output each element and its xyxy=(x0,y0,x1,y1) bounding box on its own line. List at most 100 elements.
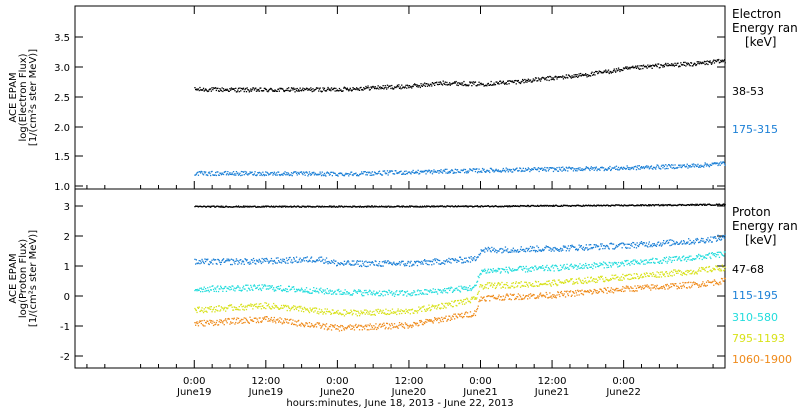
data-point xyxy=(357,293,358,294)
data-point xyxy=(463,301,464,302)
data-point xyxy=(312,309,313,310)
data-point xyxy=(392,171,393,172)
data-point xyxy=(231,87,232,88)
data-point xyxy=(426,260,427,261)
data-point xyxy=(662,167,663,168)
data-point xyxy=(622,280,623,281)
data-point xyxy=(496,250,497,251)
data-point xyxy=(718,238,719,239)
data-point xyxy=(526,266,527,267)
data-point xyxy=(528,79,529,80)
data-point xyxy=(670,257,671,258)
data-point xyxy=(438,304,439,305)
data-point xyxy=(334,327,335,328)
data-point xyxy=(675,243,676,244)
data-point xyxy=(252,319,253,320)
data-point xyxy=(387,85,388,86)
data-point xyxy=(428,305,429,306)
data-point xyxy=(482,285,483,286)
data-point xyxy=(677,273,678,274)
data-point xyxy=(249,90,250,91)
data-point xyxy=(214,291,215,292)
y-tick-label: -2 xyxy=(60,352,70,363)
data-point xyxy=(379,311,380,312)
data-point xyxy=(635,278,636,279)
data-point xyxy=(473,296,474,297)
data-point xyxy=(639,69,640,70)
data-point xyxy=(362,313,363,314)
data-point xyxy=(720,60,721,61)
data-point xyxy=(226,291,227,292)
data-point xyxy=(256,322,257,323)
data-point xyxy=(547,284,548,285)
data-point xyxy=(383,323,384,324)
data-point xyxy=(602,264,603,265)
data-point xyxy=(662,244,663,245)
data-point xyxy=(690,270,691,271)
data-point xyxy=(373,174,374,175)
data-point xyxy=(367,314,368,315)
data-point xyxy=(694,243,695,244)
data-point xyxy=(290,174,291,175)
data-point xyxy=(506,269,507,270)
data-point xyxy=(446,321,447,322)
data-point xyxy=(378,88,379,89)
data-point xyxy=(478,306,479,307)
data-point xyxy=(215,288,216,289)
data-point xyxy=(522,299,523,300)
data-point xyxy=(463,81,464,82)
data-point xyxy=(715,269,716,270)
data-point xyxy=(454,290,455,291)
data-point xyxy=(215,309,216,310)
data-point xyxy=(707,255,708,256)
data-point xyxy=(340,89,341,90)
data-point xyxy=(698,269,699,270)
data-point xyxy=(712,252,713,253)
data-point xyxy=(317,322,318,323)
data-point xyxy=(328,328,329,329)
data-point xyxy=(345,264,346,265)
data-point xyxy=(547,270,548,271)
data-point xyxy=(294,324,295,325)
data-point xyxy=(630,279,631,280)
data-point xyxy=(627,247,628,248)
data-point xyxy=(304,260,305,261)
data-point xyxy=(571,75,572,76)
data-point xyxy=(426,83,427,84)
data-point xyxy=(333,325,334,326)
data-point xyxy=(385,327,386,328)
data-point xyxy=(355,314,356,315)
data-point xyxy=(530,293,531,294)
data-point xyxy=(445,82,446,83)
data-point xyxy=(620,279,621,280)
data-point xyxy=(473,258,474,259)
data-point xyxy=(320,288,321,289)
data-point xyxy=(659,274,660,275)
data-point xyxy=(670,167,671,168)
data-point xyxy=(233,260,234,261)
data-point xyxy=(487,250,488,251)
data-point xyxy=(606,267,607,268)
data-point xyxy=(714,255,715,256)
data-point xyxy=(474,256,475,257)
y-axis-label: [1/(cm²s ster MeV)] xyxy=(28,49,39,146)
data-point xyxy=(243,306,244,307)
data-point xyxy=(392,294,393,295)
data-point xyxy=(307,175,308,176)
data-point xyxy=(336,311,337,312)
data-point xyxy=(400,292,401,293)
data-point xyxy=(458,289,459,290)
data-point xyxy=(202,261,203,262)
data-point xyxy=(245,88,246,89)
data-point xyxy=(599,248,600,249)
data-point xyxy=(235,88,236,89)
data-point xyxy=(222,288,223,289)
data-point xyxy=(522,269,523,270)
data-point xyxy=(538,281,539,282)
data-point xyxy=(423,264,424,265)
data-point xyxy=(201,262,202,263)
data-point xyxy=(306,260,307,261)
data-point xyxy=(493,295,494,296)
data-point xyxy=(669,273,670,274)
data-point xyxy=(383,85,384,86)
